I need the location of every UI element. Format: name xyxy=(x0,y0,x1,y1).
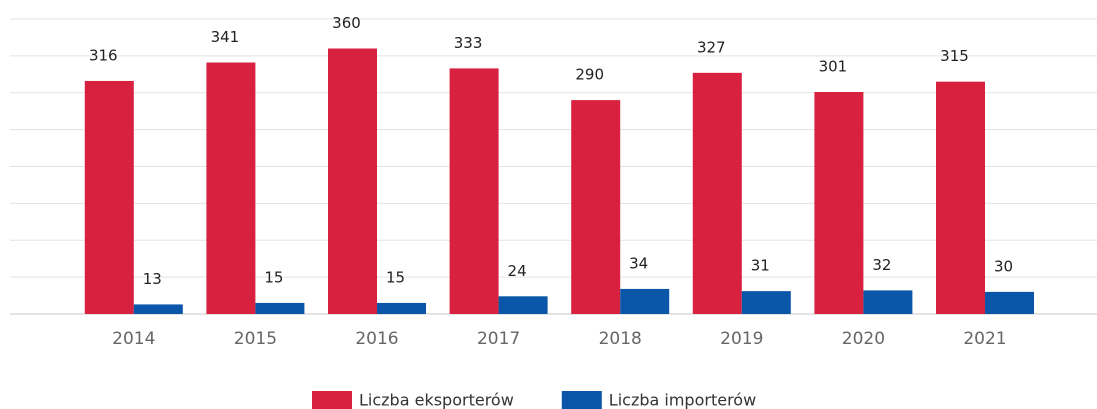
x-tick-label: 2021 xyxy=(963,329,1006,349)
x-tick-label: 2019 xyxy=(720,329,763,349)
x-tick-label: 2016 xyxy=(355,329,398,349)
legend-swatch xyxy=(561,391,602,409)
value-label: 34 xyxy=(629,254,648,272)
value-label: 316 xyxy=(89,46,118,64)
bar xyxy=(814,92,864,314)
bar xyxy=(328,48,377,314)
value-label: 327 xyxy=(697,38,726,56)
x-tick-label: 2014 xyxy=(112,329,155,349)
bar xyxy=(498,296,548,314)
value-label: 30 xyxy=(994,257,1013,275)
value-label: 13 xyxy=(143,270,162,288)
bar xyxy=(377,302,426,314)
legend-label: Liczba importerów xyxy=(609,391,756,409)
bar xyxy=(571,100,621,314)
value-label: 360 xyxy=(332,14,361,32)
bar xyxy=(84,80,134,314)
bar xyxy=(620,288,670,314)
x-tick-label: 2020 xyxy=(842,329,885,349)
value-label: 15 xyxy=(386,268,405,286)
bar xyxy=(449,68,499,314)
bar xyxy=(936,81,985,314)
x-tick-label: 2017 xyxy=(477,329,520,349)
value-label: 301 xyxy=(819,58,848,76)
bar xyxy=(255,302,305,314)
bar xyxy=(741,291,791,314)
bar xyxy=(133,304,183,314)
value-label: 32 xyxy=(872,256,891,274)
x-tick-label: 2015 xyxy=(234,329,277,349)
bar xyxy=(863,290,913,314)
value-label: 31 xyxy=(751,257,770,275)
value-label: 24 xyxy=(508,262,527,280)
value-label: 341 xyxy=(211,28,240,46)
value-label: 15 xyxy=(264,268,283,286)
value-label: 290 xyxy=(575,66,604,84)
value-label: 333 xyxy=(454,34,483,52)
bar xyxy=(206,62,256,315)
x-tick-label: 2018 xyxy=(599,329,642,349)
legend-swatch xyxy=(312,391,352,409)
bar xyxy=(985,291,1034,314)
legend-label: Liczba eksporterów xyxy=(359,391,514,409)
value-label: 315 xyxy=(940,47,969,65)
bar xyxy=(692,72,742,315)
